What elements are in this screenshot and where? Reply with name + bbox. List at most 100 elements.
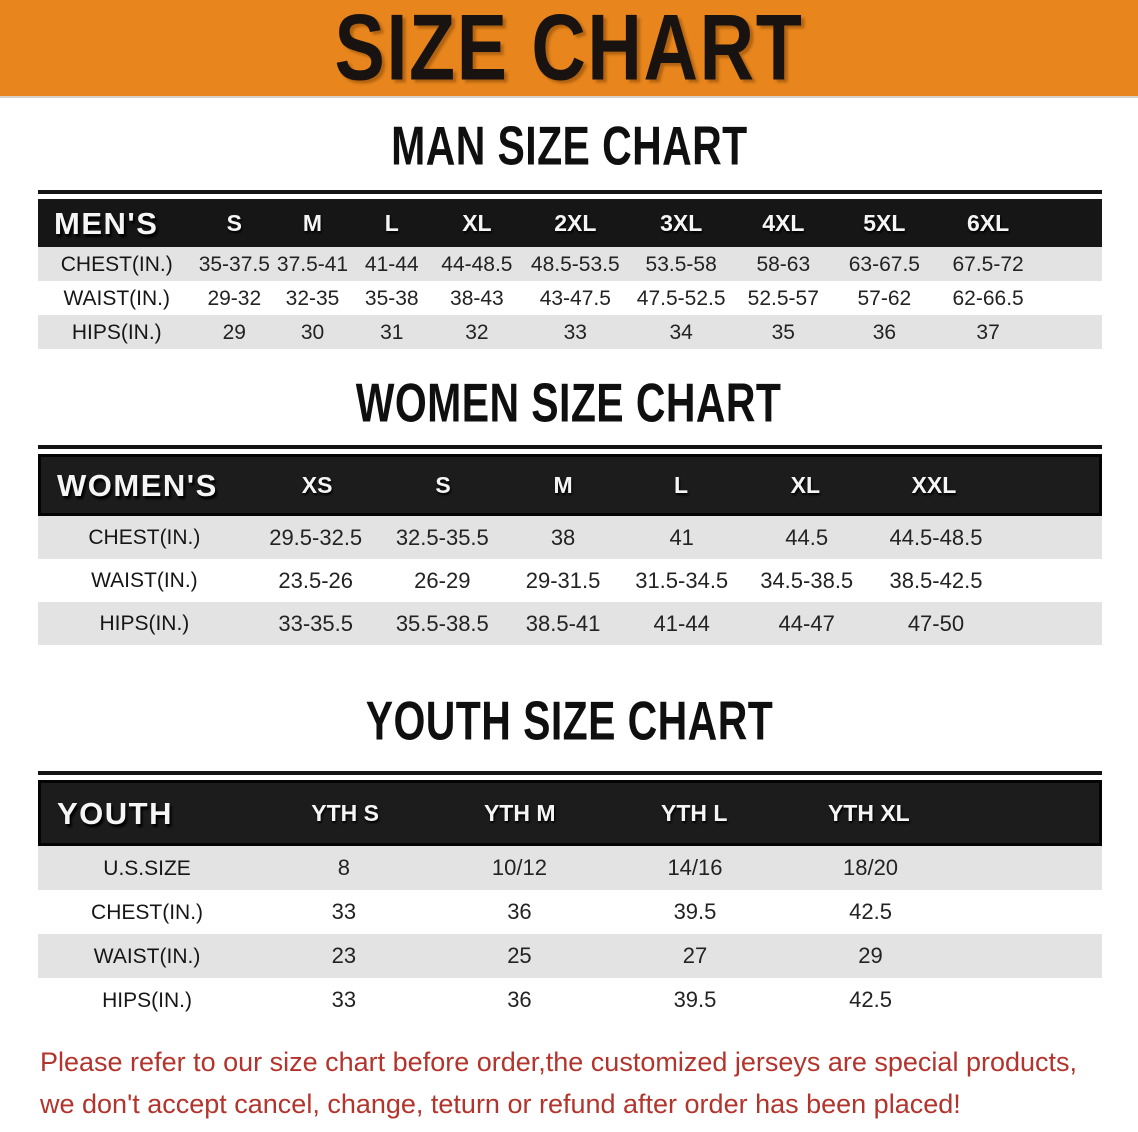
women-col-m: M (553, 471, 573, 498)
men-col-3xl: 3XL (660, 209, 703, 236)
size-value: 34.5-38.5 (760, 567, 854, 593)
size-value: 35.5-38.5 (395, 610, 489, 636)
size-value: 30 (300, 320, 325, 344)
size-value: 29 (222, 320, 246, 344)
youth-ussize-row: U.S.SIZE 8 10/12 14/16 18/20 (38, 846, 1102, 890)
women-col-s: S (435, 471, 451, 498)
row-label: HIPS(IN.) (102, 988, 192, 1012)
men-col-5xl: 5XL (863, 209, 906, 236)
women-col-xxl: XXL (911, 471, 957, 498)
men-col-m: M (302, 209, 323, 236)
size-value: 44-48.5 (441, 252, 513, 276)
size-value: 37 (976, 320, 1000, 344)
size-value: 47.5-52.5 (636, 286, 726, 310)
size-value: 34 (669, 320, 693, 344)
size-value: 38.5-42.5 (889, 567, 983, 593)
banner: SIZE CHART (0, 0, 1138, 98)
youth-col-l: YTH L (661, 799, 728, 826)
size-value: 23 (331, 943, 357, 968)
size-value: 58-63 (756, 252, 811, 276)
size-value: 62-66.5 (952, 286, 1024, 310)
size-value: 29 (858, 943, 883, 968)
disclaimer-line-2: we don't accept cancel, change, teturn o… (40, 1088, 961, 1119)
row-label: CHEST(IN.) (60, 252, 173, 276)
size-value: 36 (507, 899, 532, 924)
women-col-xl: XL (790, 471, 821, 498)
size-value: 48.5-53.5 (530, 252, 620, 276)
women-section-title-text: WOMEN SIZE CHART (356, 372, 782, 434)
row-label: WAIST(IN.) (93, 944, 201, 968)
size-value: 63-67.5 (848, 252, 920, 276)
size-value: 33-35.5 (278, 610, 353, 636)
size-value: 37.5-41 (276, 252, 349, 276)
size-value: 52.5-57 (747, 286, 819, 310)
men-section-title: MAN SIZE CHART (0, 119, 1138, 174)
row-label: WAIST(IN.) (63, 286, 170, 310)
size-value: 42.5 (849, 899, 892, 924)
men-size-table: MEN'S S M L XL 2XL 3XL 4XL 5XL 6XL CHEST… (38, 190, 1102, 349)
size-value: 10/12 (491, 855, 547, 880)
women-chest-row: CHEST(IN.) 29.5-32.5 32.5-35.5 38 41 44.… (38, 516, 1102, 559)
men-col-6xl: 6XL (967, 209, 1010, 236)
size-value: 41 (669, 524, 694, 550)
size-value: 43-47.5 (539, 286, 611, 310)
size-value: 29-31.5 (525, 567, 601, 593)
banner-title: SIZE CHART (334, 0, 804, 101)
men-table-header-row: MEN'S S M L XL 2XL 3XL 4XL 5XL 6XL (38, 199, 1102, 247)
women-waist-row: WAIST(IN.) 23.5-26 26-29 29-31.5 31.5-34… (38, 559, 1102, 602)
size-value: 32-35 (285, 286, 340, 310)
size-value: 44.5 (785, 524, 829, 550)
youth-waist-row: WAIST(IN.) 23 25 27 29 (38, 934, 1102, 978)
size-value: 8 (337, 855, 350, 880)
size-value: 39.5 (673, 899, 717, 924)
youth-col-s: YTH S (311, 799, 380, 826)
size-value: 23.5-26 (278, 567, 353, 593)
women-col-l: L (674, 471, 689, 498)
women-col-xs: XS (301, 471, 333, 498)
size-value: 47-50 (907, 610, 965, 636)
size-value: 35-38 (364, 286, 419, 310)
women-size-table: WOMEN'S XS S M L XL XXL CHEST(IN.) 29.5-… (38, 445, 1102, 645)
size-value: 38 (550, 524, 576, 550)
youth-size-table: YOUTH YTH S YTH M YTH L YTH XL U.S.SIZE … (38, 771, 1102, 1022)
size-value: 27 (682, 943, 708, 968)
size-value: 41-44 (653, 610, 710, 636)
row-label: CHEST(IN.) (88, 526, 201, 549)
men-chest-row: CHEST(IN.) 35-37.5 37.5-41 41-44 44-48.5… (38, 247, 1102, 281)
size-value: 57-62 (857, 286, 912, 310)
row-label: CHEST(IN.) (91, 900, 204, 924)
size-value: 38.5-41 (525, 610, 601, 636)
men-table-header-label: MEN'S (54, 205, 159, 241)
size-value: 39.5 (673, 987, 717, 1012)
men-col-xl: XL (462, 209, 492, 236)
row-label: U.S.SIZE (103, 856, 191, 880)
size-value: 35-37.5 (198, 252, 270, 276)
row-label: WAIST(IN.) (91, 569, 198, 592)
youth-table-header-row: YOUTH YTH S YTH M YTH L YTH XL (38, 780, 1102, 846)
youth-col-m: YTH M (483, 799, 556, 826)
men-col-2xl: 2XL (554, 209, 597, 236)
size-value: 18/20 (842, 855, 899, 880)
size-value: 36 (872, 320, 897, 344)
disclaimer-line-1: Please refer to our size chart before or… (40, 1047, 1078, 1077)
size-value: 44.5-48.5 (889, 524, 983, 550)
size-value: 53.5-58 (645, 252, 717, 276)
size-value: 32 (465, 320, 489, 344)
size-value: 67.5-72 (952, 252, 1024, 276)
size-value: 29.5-32.5 (269, 524, 363, 550)
women-table-header-label: WOMEN'S (57, 467, 218, 503)
youth-hips-row: HIPS(IN.) 33 36 39.5 42.5 (38, 978, 1102, 1022)
men-hips-row: HIPS(IN.) 29 30 31 32 33 34 35 36 37 (38, 315, 1102, 349)
size-value: 33 (563, 320, 587, 344)
women-section-title: WOMEN SIZE CHART (0, 376, 1138, 431)
size-value: 14/16 (667, 855, 723, 880)
men-waist-row: WAIST(IN.) 29-32 32-35 35-38 38-43 43-47… (38, 281, 1102, 315)
row-label: HIPS(IN.) (71, 320, 162, 344)
men-col-4xl: 4XL (762, 209, 805, 236)
size-value: 38-43 (450, 286, 504, 310)
size-value: 31.5-34.5 (635, 567, 729, 593)
women-table-header-row: WOMEN'S XS S M L XL XXL (38, 454, 1102, 516)
disclaimer: Please refer to our size chart before or… (40, 1042, 1108, 1126)
size-value: 36 (507, 987, 532, 1012)
